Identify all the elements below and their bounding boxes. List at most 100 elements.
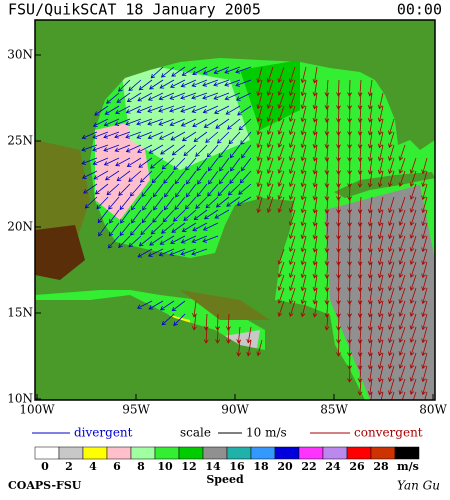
divergent-label: divergent xyxy=(74,426,133,440)
wind-arrow xyxy=(266,118,274,135)
convergent-label: convergent xyxy=(354,426,423,440)
wind-arrow xyxy=(139,170,153,183)
wind-arrow xyxy=(116,92,131,103)
wind-arrow xyxy=(147,131,164,140)
wind-arrow xyxy=(300,79,307,97)
wind-arrow xyxy=(277,196,285,213)
wind-arrow xyxy=(367,79,373,97)
wind-arrow xyxy=(180,105,197,113)
wind-arrow xyxy=(180,118,197,127)
wind-arrow xyxy=(161,313,175,326)
wind-arrow xyxy=(347,79,352,97)
wind-arrow xyxy=(357,235,363,253)
wind-arrow xyxy=(288,300,296,318)
wind-arrow xyxy=(158,248,175,257)
wind-arrow xyxy=(367,287,373,305)
wind-arrow xyxy=(336,170,341,188)
wind-arrow xyxy=(336,157,341,175)
wind-arrow xyxy=(175,183,186,198)
wind-arrow xyxy=(174,170,186,185)
wind-arrow xyxy=(185,183,197,198)
wind-arrow xyxy=(421,339,428,357)
wind-arrow xyxy=(208,170,219,185)
wind-arrow xyxy=(398,378,406,395)
wind-arrow xyxy=(357,352,363,370)
wind-arrow xyxy=(347,92,352,110)
wind-arrow xyxy=(138,79,153,91)
color-swatch xyxy=(322,446,348,460)
wind-arrow xyxy=(160,144,175,155)
wind-arrow xyxy=(191,248,208,256)
wind-arrow xyxy=(229,170,241,184)
wind-arrow xyxy=(288,144,296,162)
wind-arrow xyxy=(125,131,142,139)
wind-arrow xyxy=(388,339,395,357)
wind-arrow xyxy=(398,274,406,291)
wind-arrow xyxy=(109,209,120,224)
wind-arrow xyxy=(266,79,274,96)
wind-arrow xyxy=(324,313,330,331)
lon-label: 100W xyxy=(19,403,55,417)
footer-right: Yan Gu xyxy=(397,479,440,493)
wind-arrow xyxy=(171,300,186,312)
wind-arrow xyxy=(367,118,373,136)
color-swatch xyxy=(226,446,252,460)
wind-arrow xyxy=(214,209,230,219)
wind-arrow xyxy=(367,222,373,240)
wind-arrow xyxy=(388,157,395,175)
wind-arrow xyxy=(92,118,109,127)
wind-arrow xyxy=(357,92,363,110)
cuba xyxy=(334,172,435,198)
color-swatch xyxy=(274,446,300,460)
wind-arrow xyxy=(277,261,285,278)
wind-arrow xyxy=(128,170,142,182)
lat-label: 10N xyxy=(7,392,33,406)
wind-arrow xyxy=(150,66,164,79)
wind-arrow xyxy=(409,248,417,265)
wind-arrow xyxy=(367,378,373,396)
wind-arrow xyxy=(238,118,252,131)
colorbar-value: 12 xyxy=(181,460,196,473)
wind-arrow xyxy=(236,339,242,357)
wind-arrow xyxy=(151,170,164,184)
wind-arrow xyxy=(409,326,417,343)
wind-arrow xyxy=(347,287,352,305)
wind-arrow xyxy=(169,248,186,256)
wind-arrow xyxy=(357,144,363,162)
wind-arrow xyxy=(213,79,230,87)
wind-arrow xyxy=(409,352,417,369)
wind-arrow xyxy=(256,157,263,175)
wind-arrow xyxy=(421,196,428,214)
colorbar-value: 8 xyxy=(137,460,145,473)
wind-arrow xyxy=(388,300,395,318)
wind-arrow xyxy=(256,339,263,357)
wind-arrow xyxy=(218,144,230,158)
wind-arrow xyxy=(103,118,120,127)
wind-arrow xyxy=(203,118,219,128)
wind-arrow xyxy=(224,66,241,74)
wind-arrow xyxy=(159,235,175,245)
speed-patch xyxy=(240,60,300,130)
wind-arrow xyxy=(128,79,142,92)
wind-arrow xyxy=(367,274,373,292)
wind-arrow xyxy=(336,196,341,214)
land xyxy=(35,20,435,400)
wind-arrow xyxy=(409,378,417,395)
wind-arrow xyxy=(256,118,263,136)
wind-arrow xyxy=(277,118,285,135)
wind-arrow xyxy=(357,339,363,357)
wind-arrow xyxy=(118,235,131,248)
wind-arrow xyxy=(137,144,153,153)
wind-arrow xyxy=(148,300,164,310)
wind-arrow xyxy=(277,105,285,122)
wind-arrow xyxy=(336,131,341,149)
wind-arrow xyxy=(277,287,285,304)
wind-arrow xyxy=(367,105,373,123)
wind-arrow xyxy=(388,222,395,240)
wind-arrow xyxy=(119,222,131,237)
wind-arrow xyxy=(288,235,296,253)
wind-arrow xyxy=(195,144,208,157)
wind-arrow xyxy=(388,287,395,305)
wind-arrow xyxy=(300,131,307,149)
wind-arrow xyxy=(215,326,221,344)
